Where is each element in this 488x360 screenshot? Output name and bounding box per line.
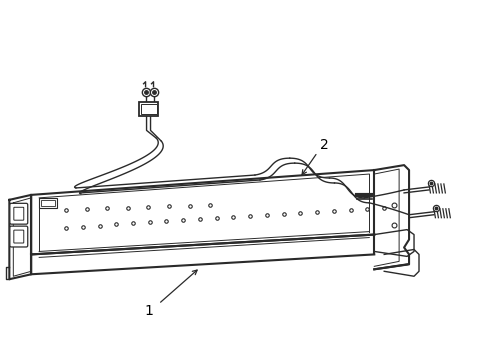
FancyBboxPatch shape <box>10 203 28 224</box>
Text: 1: 1 <box>144 304 153 318</box>
FancyBboxPatch shape <box>10 226 28 247</box>
Bar <box>138 102 158 116</box>
FancyBboxPatch shape <box>14 207 24 220</box>
Bar <box>39 198 57 208</box>
FancyBboxPatch shape <box>14 230 24 243</box>
Bar <box>41 200 55 206</box>
Bar <box>141 104 156 113</box>
Text: 2: 2 <box>320 138 328 152</box>
